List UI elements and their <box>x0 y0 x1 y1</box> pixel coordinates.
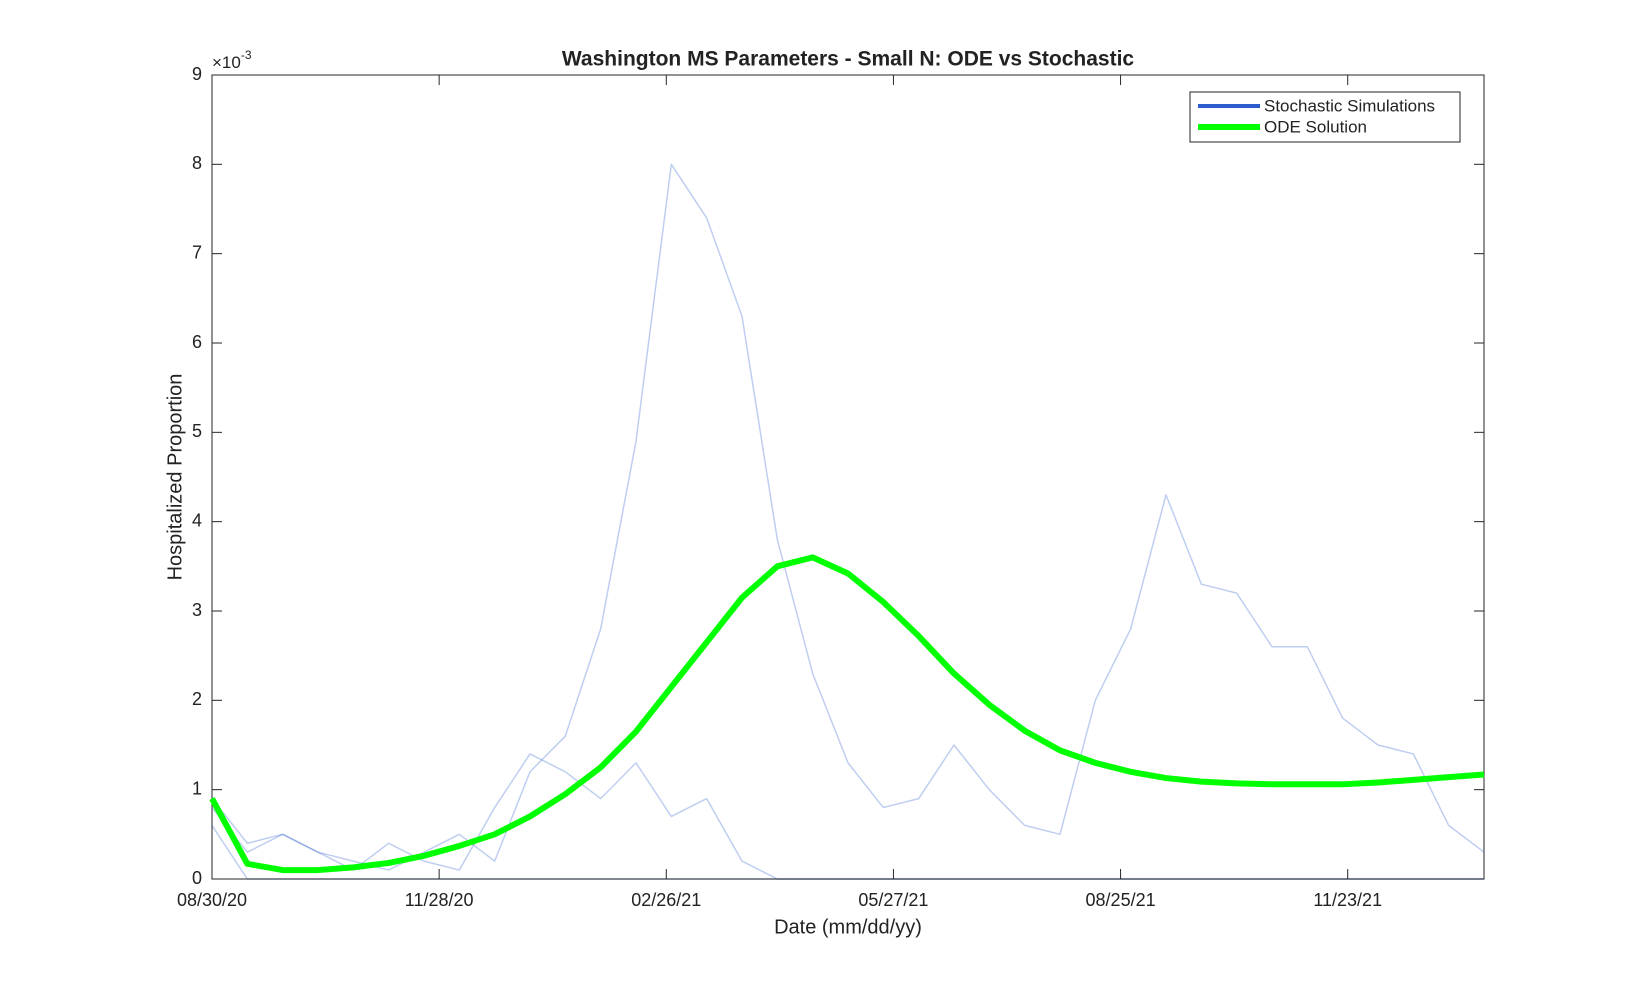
simulation-line <box>211 163 1485 871</box>
y-tick-label: 0 <box>192 868 202 888</box>
y-multiplier-base: ×10 <box>212 53 241 72</box>
x-tick-label: 11/23/21 <box>1313 890 1382 910</box>
x-tick-label: 11/28/20 <box>405 890 474 910</box>
y-multiplier: ×10-3 <box>212 48 252 72</box>
y-tick-label: 6 <box>192 332 202 352</box>
y-multiplier-exponent: -3 <box>241 48 252 62</box>
y-tick-label: 8 <box>192 153 202 173</box>
y-tick-label: 7 <box>192 242 202 262</box>
y-tick-label: 1 <box>192 778 202 798</box>
chart-title: Washington MS Parameters - Small N: ODE … <box>562 48 1135 71</box>
legend-box <box>1189 91 1461 143</box>
ode-line <box>209 554 1485 874</box>
legend-label: Stochastic Simulations <box>1264 96 1435 115</box>
x-axis-label: Date (mm/dd/yy) <box>774 916 922 938</box>
y-tick-label: 3 <box>192 600 202 620</box>
legend-label: ODE Solution <box>1264 117 1367 136</box>
y-tick-label: 4 <box>192 510 202 530</box>
x-tick-label: 08/30/20 <box>177 890 247 910</box>
y-tick-label: 5 <box>192 421 202 441</box>
y-axis-label: Hospitalized Proportion <box>164 374 186 581</box>
y-tick-label: 9 <box>192 64 202 84</box>
x-tick-label: 08/25/21 <box>1086 890 1156 910</box>
y-tick-label: 2 <box>192 689 202 709</box>
x-tick-label: 02/26/21 <box>631 890 701 910</box>
x-tick-label: 05/27/21 <box>858 890 928 910</box>
